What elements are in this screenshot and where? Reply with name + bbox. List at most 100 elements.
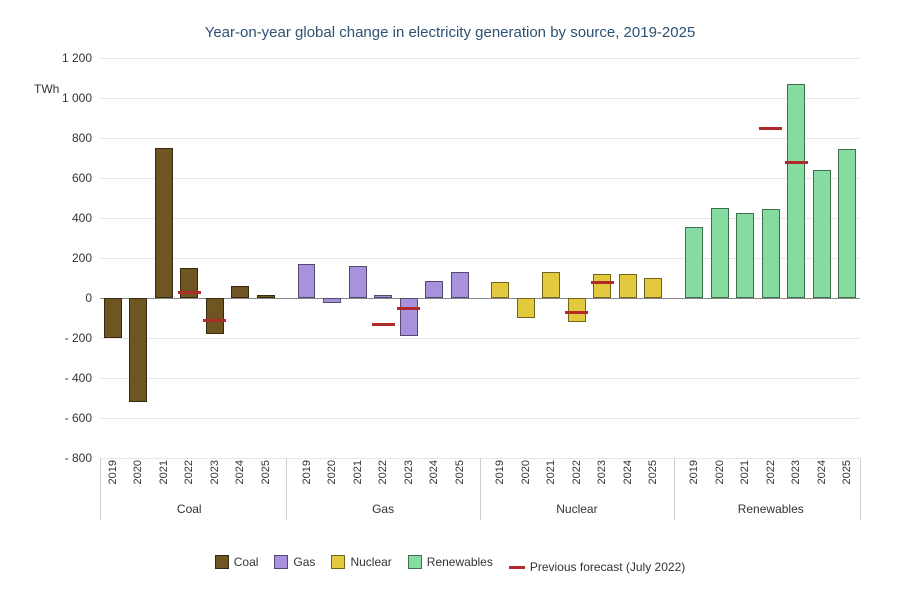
x-tick-year: 2024 [622, 460, 634, 484]
grid-line [100, 98, 860, 99]
x-tick-year: 2022 [183, 460, 195, 484]
x-tick-year: 2020 [520, 460, 532, 484]
x-tick-year: 2022 [765, 460, 777, 484]
bar [400, 298, 418, 336]
x-tick-year: 2019 [688, 460, 700, 484]
legend-label: Renewables [427, 555, 493, 569]
x-tick-year: 2024 [234, 460, 246, 484]
bar [425, 281, 443, 298]
legend-swatch [274, 555, 288, 569]
y-tick-label: 1 200 [62, 51, 92, 65]
legend-item: Renewables [408, 555, 493, 569]
x-group-label: Gas [372, 502, 394, 516]
x-tick-year: 2019 [301, 460, 313, 484]
legend-swatch [215, 555, 229, 569]
x-tick-year: 2020 [714, 460, 726, 484]
bar [542, 272, 560, 298]
y-tick-label: 600 [72, 171, 92, 185]
bar [619, 274, 637, 298]
legend-item: Gas [274, 555, 315, 569]
y-tick-label: 200 [72, 251, 92, 265]
x-tick-year: 2025 [647, 460, 659, 484]
forecast-marker [372, 323, 395, 326]
bar [491, 282, 509, 298]
legend: Coal Gas Nuclear Renewables Previous forecas… [0, 555, 900, 575]
grid-line [100, 58, 860, 59]
grid-line [100, 138, 860, 139]
bar [104, 298, 122, 338]
forecast-marker [785, 161, 808, 164]
y-tick-label: 0 [85, 291, 92, 305]
group-separator [286, 458, 287, 520]
x-group-label: Coal [177, 502, 202, 516]
x-tick-year: 2025 [260, 460, 272, 484]
grid-line [100, 418, 860, 419]
x-tick-year: 2019 [494, 460, 506, 484]
group-separator [100, 458, 101, 520]
chart-title: Year-on-year global change in electricit… [0, 24, 900, 41]
y-tick-label: 400 [72, 211, 92, 225]
x-tick-year: 2021 [545, 460, 557, 484]
legend-item: Nuclear [331, 555, 391, 569]
bar [711, 208, 729, 298]
x-tick-year: 2024 [816, 460, 828, 484]
bar [685, 227, 703, 298]
bar [762, 209, 780, 298]
x-tick-year: 2021 [352, 460, 364, 484]
x-tick-year: 2023 [596, 460, 608, 484]
forecast-marker [203, 319, 226, 322]
y-tick-label: 1 000 [62, 91, 92, 105]
y-axis-label: TWh [34, 82, 59, 96]
x-tick-year: 2023 [209, 460, 221, 484]
y-tick-label: - 600 [65, 411, 92, 425]
bar [787, 84, 805, 298]
legend-swatch [408, 555, 422, 569]
x-tick-year: 2022 [571, 460, 583, 484]
x-tick-year: 2023 [790, 460, 802, 484]
y-tick-label: - 400 [65, 371, 92, 385]
bar [593, 274, 611, 298]
bar [349, 266, 367, 298]
grid-line [100, 178, 860, 179]
bar [180, 268, 198, 298]
bar [257, 295, 275, 298]
bar [517, 298, 535, 318]
grid-line [100, 338, 860, 339]
bar [813, 170, 831, 298]
x-tick-year: 2020 [326, 460, 338, 484]
x-tick-year: 2023 [403, 460, 415, 484]
y-tick-label: - 800 [65, 451, 92, 465]
x-tick-year: 2021 [158, 460, 170, 484]
bar [206, 298, 224, 334]
bar [644, 278, 662, 298]
bar [736, 213, 754, 298]
forecast-marker [397, 307, 420, 310]
bar [129, 298, 147, 402]
bar [298, 264, 316, 298]
bar [838, 149, 856, 298]
forecast-marker [759, 127, 782, 130]
legend-forecast-swatch [509, 566, 525, 569]
x-tick-year: 2024 [428, 460, 440, 484]
x-tick-year: 2019 [107, 460, 119, 484]
x-tick-year: 2020 [132, 460, 144, 484]
legend-label: Coal [234, 555, 259, 569]
x-tick-year: 2022 [377, 460, 389, 484]
legend-label: Previous forecast (July 2022) [530, 560, 685, 574]
bar [231, 286, 249, 298]
forecast-marker [178, 291, 201, 294]
forecast-marker [565, 311, 588, 314]
bar [323, 298, 341, 303]
x-tick-year: 2025 [841, 460, 853, 484]
legend-label: Nuclear [350, 555, 391, 569]
legend-label: Gas [293, 555, 315, 569]
forecast-marker [591, 281, 614, 284]
x-group-label: Nuclear [556, 502, 597, 516]
x-tick-year: 2021 [739, 460, 751, 484]
group-separator [674, 458, 675, 520]
group-separator [860, 458, 861, 520]
legend-item: Coal [215, 555, 259, 569]
y-tick-label: - 200 [65, 331, 92, 345]
y-tick-label: 800 [72, 131, 92, 145]
x-tick-year: 2025 [454, 460, 466, 484]
